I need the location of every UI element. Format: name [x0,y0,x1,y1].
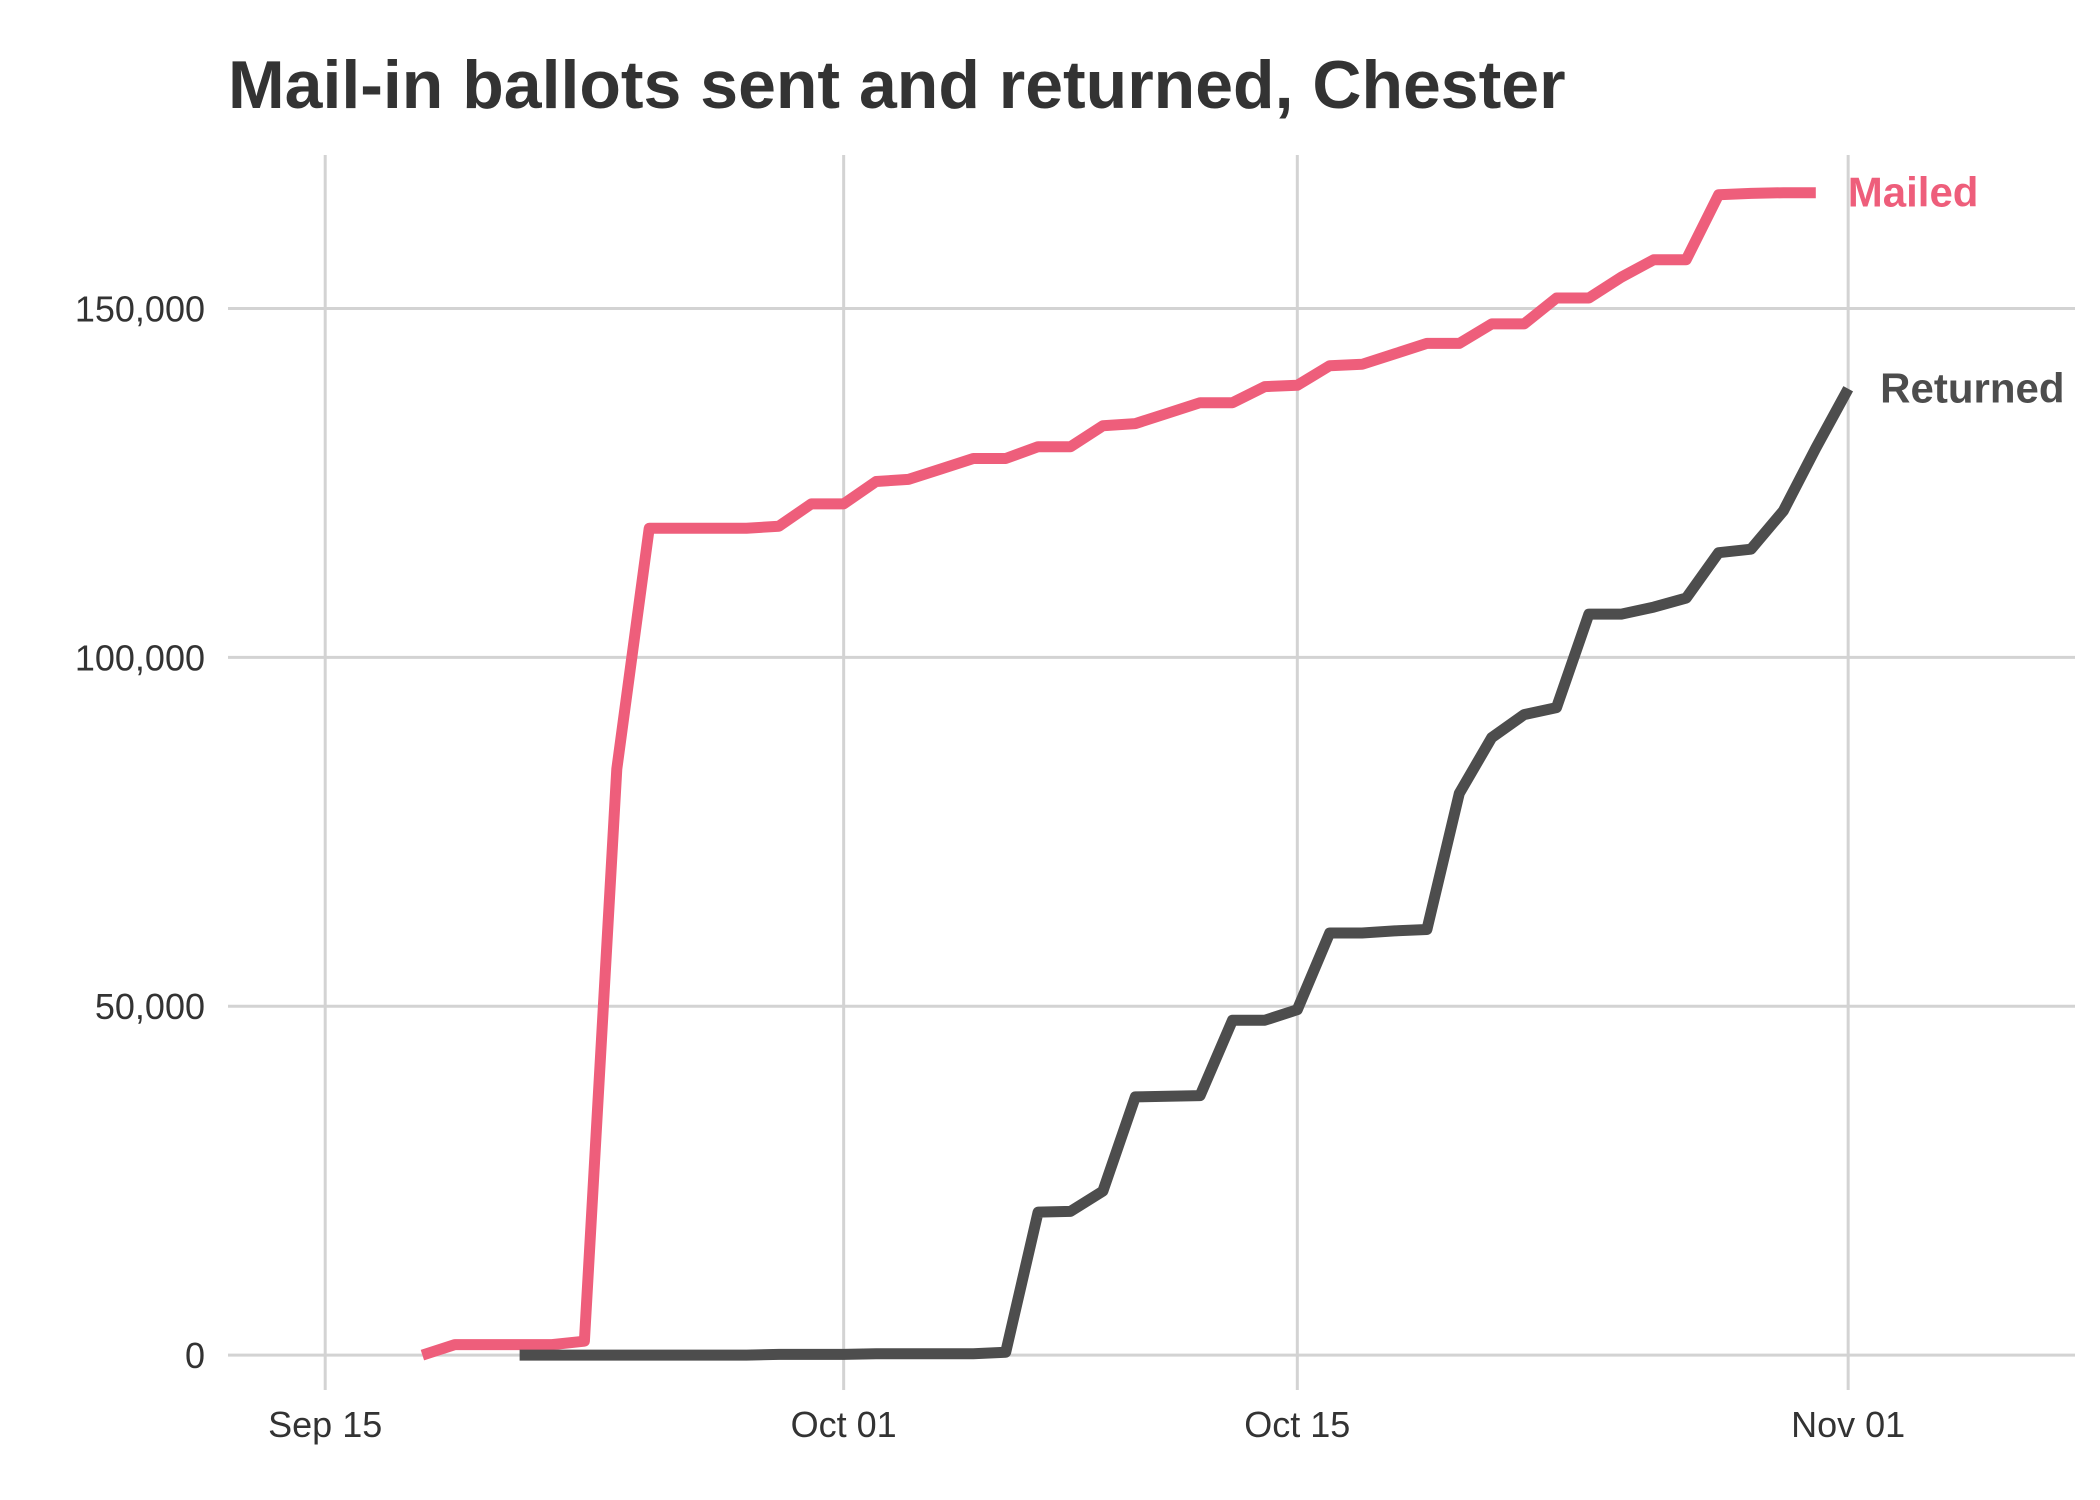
y-tick-labels: 0 50,000 100,000 150,000 [75,289,205,1377]
x-tick-label: Oct 01 [791,1404,897,1445]
series-label-mailed: Mailed [1848,169,1979,216]
series-lines [422,193,1848,1355]
series-labels: Mailed Returned [1848,169,2065,412]
series-line-mailed [422,193,1815,1355]
y-tick-label: 50,000 [95,986,205,1027]
y-tick-label: 150,000 [75,289,205,330]
y-gridlines [228,309,2075,1356]
x-tick-label: Sep 15 [268,1404,382,1445]
y-tick-label: 100,000 [75,637,205,678]
series-label-returned: Returned [1880,365,2064,412]
x-tick-label: Nov 01 [1791,1404,1905,1445]
x-tick-label: Oct 15 [1244,1404,1350,1445]
x-tick-labels: Sep 15 Oct 01 Oct 15 Nov 01 [268,1404,1905,1445]
y-tick-label: 0 [185,1335,205,1376]
